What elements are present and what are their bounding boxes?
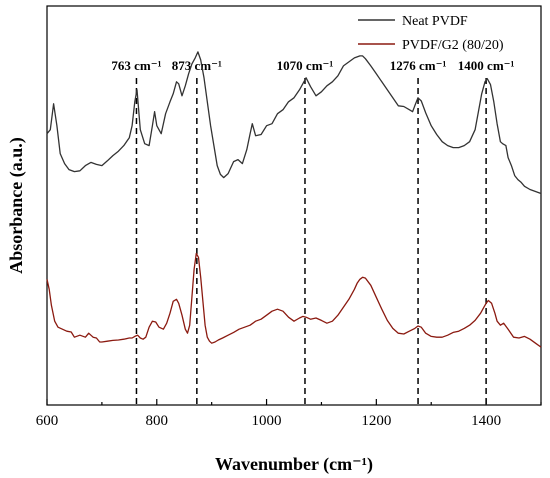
x-tick-label-1200: 1200 [361,413,391,429]
x-tick-label-600: 600 [36,413,59,429]
peak-label-1276: 1276 cm⁻¹ [390,58,447,73]
x-axis-title: Wavenumber (cm⁻¹) [215,454,373,475]
legend: Neat PVDF PVDF/G2 (80/20) [358,14,504,53]
x-tick-label-1000: 1000 [252,413,282,429]
series-line-1 [46,51,542,195]
peak-label-1070: 1070 cm⁻¹ [277,58,334,73]
x-tick-label-1400: 1400 [471,413,501,429]
x-tick-label-800: 800 [146,413,169,429]
plot-frame [46,5,542,406]
peak-label-763: 763 cm⁻¹ [111,58,161,73]
series-line-2 [46,252,542,348]
y-axis-title: Absorbance (a.u.) [6,137,27,274]
peak-label-1400: 1400 cm⁻¹ [458,58,515,73]
legend-label-1: Neat PVDF [402,14,468,29]
legend-label-2: PVDF/G2 (80/20) [402,38,504,53]
x-axis: 600 800 1000 1200 1400 [36,399,542,429]
peak-label-873: 873 cm⁻¹ [172,58,222,73]
plot-area: 763 cm⁻¹ 873 cm⁻¹ 1070 cm⁻¹ 1276 cm⁻¹ 1400 c… [46,5,542,406]
